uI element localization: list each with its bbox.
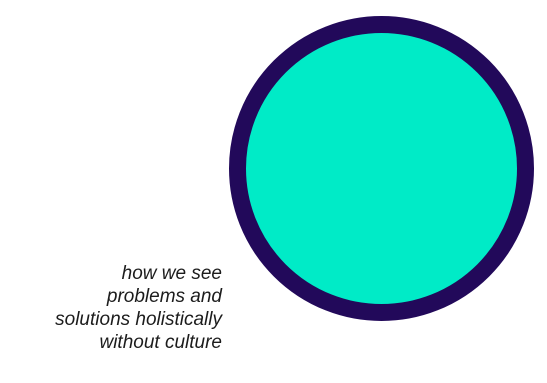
caption-line-2: problems and xyxy=(106,286,222,307)
caption-text: how we see problems and solutions holist… xyxy=(0,262,222,354)
caption-line-4: without culture xyxy=(99,332,222,353)
caption-line-1: how we see xyxy=(121,263,222,284)
caption-line-3: solutions holistically xyxy=(55,309,222,330)
turquoise-circle xyxy=(229,16,534,321)
